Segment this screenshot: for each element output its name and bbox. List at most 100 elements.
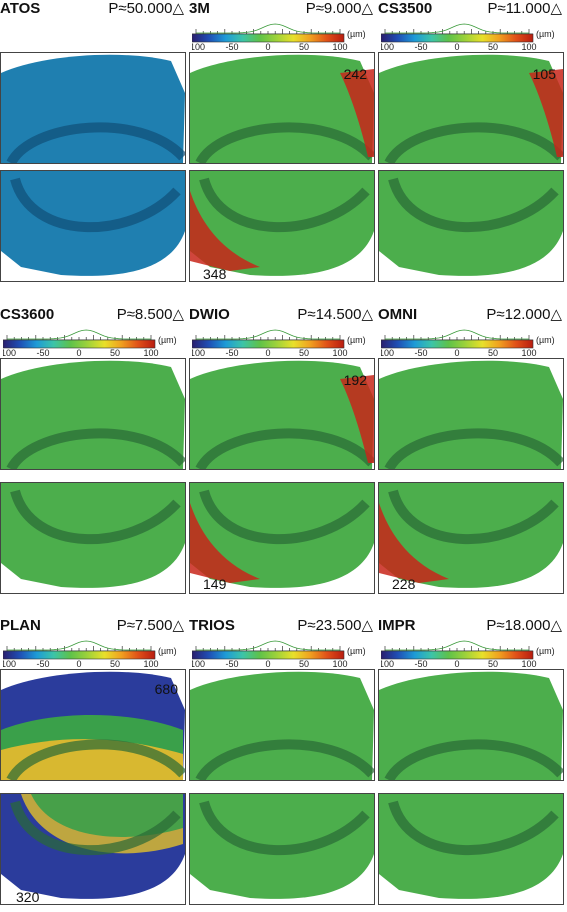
lower-max-value: 228 xyxy=(392,576,416,592)
precision-value: P≈12.000△ xyxy=(486,306,562,323)
scale-tick-label: -100 xyxy=(3,348,16,356)
upper-view xyxy=(0,52,186,164)
scale-tick-label: 0 xyxy=(265,42,270,50)
scale-tick-label: 100 xyxy=(521,348,536,356)
scale-tick-label: 50 xyxy=(488,348,498,356)
precision-value: P≈11.000△ xyxy=(487,0,562,17)
scale-tick-label: 50 xyxy=(110,348,120,356)
color-scale: -100 -50 0 50 100(µm) xyxy=(192,637,375,667)
scale-tick-label: 100 xyxy=(521,659,536,667)
scale-tick-label: 0 xyxy=(265,659,270,667)
scale-tick-label: -50 xyxy=(225,348,238,356)
precision-value: P≈23.500△ xyxy=(297,617,373,634)
scale-tick-label: -50 xyxy=(414,42,427,50)
lower-view xyxy=(0,482,186,594)
scale-unit-label: (µm) xyxy=(536,29,555,39)
scanner-label: CS3500 xyxy=(378,0,433,17)
scale-tick-label: -50 xyxy=(414,348,427,356)
lower-view xyxy=(378,170,564,282)
scale-tick-label: 50 xyxy=(110,659,120,667)
scanner-label: IMPR xyxy=(378,617,416,634)
precision-value: P≈9.000△ xyxy=(305,0,373,17)
lower-view xyxy=(189,482,375,594)
lower-max-value: 348 xyxy=(203,266,227,282)
precision-value: P≈8.500△ xyxy=(116,306,184,323)
precision-value: P≈18.000△ xyxy=(486,617,562,634)
scale-tick-label: -100 xyxy=(192,348,205,356)
upper-max-value: 680 xyxy=(154,681,178,697)
upper-view xyxy=(378,52,564,164)
scale-unit-label: (µm) xyxy=(347,29,366,39)
scale-unit-label: (µm) xyxy=(158,335,177,345)
precision-value: P≈50.000△ xyxy=(108,0,184,17)
scale-unit-label: (µm) xyxy=(536,646,555,656)
scale-tick-label: 50 xyxy=(299,42,309,50)
upper-view xyxy=(189,669,375,781)
scale-unit-label: (µm) xyxy=(347,335,366,345)
upper-view xyxy=(189,52,375,164)
scale-tick-label: 0 xyxy=(76,348,81,356)
scanner-label: ATOS xyxy=(0,0,41,17)
scale-tick-label: -50 xyxy=(414,659,427,667)
scale-tick-label: -50 xyxy=(225,42,238,50)
scale-tick-label: 100 xyxy=(332,659,347,667)
lower-view xyxy=(0,170,186,282)
upper-view xyxy=(378,669,564,781)
scale-tick-label: -100 xyxy=(381,42,394,50)
scanner-label: PLAN xyxy=(0,617,41,634)
lower-view xyxy=(378,793,564,905)
scale-tick-label: 0 xyxy=(454,42,459,50)
scale-tick-label: 0 xyxy=(265,348,270,356)
scale-tick-label: 0 xyxy=(76,659,81,667)
scale-tick-label: 100 xyxy=(332,348,347,356)
precision-value: P≈14.500△ xyxy=(297,306,373,323)
scale-tick-label: -100 xyxy=(381,659,394,667)
scale-tick-label: -100 xyxy=(3,659,16,667)
scale-tick-label: -100 xyxy=(381,348,394,356)
lower-view xyxy=(189,793,375,905)
precision-value: P≈7.500△ xyxy=(116,617,184,634)
lower-max-value: 149 xyxy=(203,576,227,592)
scale-tick-label: 100 xyxy=(143,659,158,667)
scale-tick-label: -50 xyxy=(225,659,238,667)
upper-view xyxy=(189,358,375,470)
scanner-label: OMNI xyxy=(378,306,418,323)
scale-tick-label: 50 xyxy=(488,659,498,667)
scale-tick-label: 0 xyxy=(454,659,459,667)
scale-unit-label: (µm) xyxy=(536,335,555,345)
scale-tick-label: 100 xyxy=(332,42,347,50)
scale-tick-label: 50 xyxy=(488,42,498,50)
upper-view xyxy=(378,358,564,470)
upper-max-value: 105 xyxy=(532,66,556,82)
color-scale: -100 -50 0 50 100(µm) xyxy=(381,637,564,667)
scale-unit-label: (µm) xyxy=(158,646,177,656)
scanner-label: DWIO xyxy=(189,306,230,323)
color-scale: -100 -50 0 50 100(µm) xyxy=(3,637,186,667)
scanner-label: TRIOS xyxy=(189,617,235,634)
scale-tick-label: 100 xyxy=(521,42,536,50)
color-scale: -100 -50 0 50 100(µm) xyxy=(381,20,564,50)
scale-tick-label: -100 xyxy=(192,42,205,50)
color-scale: -100 -50 0 50 100(µm) xyxy=(192,20,375,50)
upper-max-value: 242 xyxy=(343,66,367,82)
scale-tick-label: -50 xyxy=(36,348,49,356)
lower-view xyxy=(189,170,375,282)
scale-tick-label: 0 xyxy=(454,348,459,356)
upper-view xyxy=(0,358,186,470)
scale-tick-label: 50 xyxy=(299,659,309,667)
scale-tick-label: -50 xyxy=(36,659,49,667)
upper-view xyxy=(0,669,186,781)
scale-tick-label: 50 xyxy=(299,348,309,356)
lower-max-value: 320 xyxy=(16,889,40,905)
scanner-label: 3M xyxy=(189,0,210,17)
upper-max-value: 192 xyxy=(343,372,367,388)
color-scale: -100 -50 0 50 100(µm) xyxy=(381,326,564,356)
color-scale: -100 -50 0 50 100(µm) xyxy=(3,326,186,356)
scanner-label: CS3600 xyxy=(0,306,55,323)
lower-view xyxy=(378,482,564,594)
scale-tick-label: 100 xyxy=(143,348,158,356)
lower-view xyxy=(0,793,186,905)
color-scale: -100 -50 0 50 100(µm) xyxy=(192,326,375,356)
scale-unit-label: (µm) xyxy=(347,646,366,656)
scale-tick-label: -100 xyxy=(192,659,205,667)
